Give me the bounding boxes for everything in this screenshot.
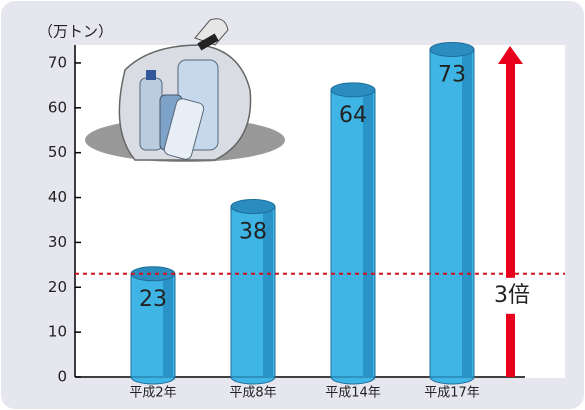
bar-top	[230, 199, 276, 215]
y-tick-label: 0	[57, 368, 67, 386]
y-tick-label: 20	[48, 278, 67, 296]
bar-shade	[163, 273, 173, 377]
bar-shade	[462, 49, 472, 378]
value-label: 38	[239, 220, 267, 245]
x-tick-label: 平成8年	[229, 386, 276, 401]
bar-shade	[263, 206, 273, 377]
x-tick-label: 平成14年	[325, 386, 381, 401]
bar-top	[130, 266, 176, 282]
bar-base	[330, 376, 376, 385]
value-label: 73	[438, 62, 466, 87]
y-unit-label: （万トン）	[38, 23, 113, 41]
arrow-shaft	[506, 62, 515, 377]
bar-shade	[363, 89, 373, 377]
bar-top	[429, 41, 475, 57]
annotation-bg	[492, 277, 532, 314]
y-tick-label: 50	[48, 143, 67, 161]
bottles-illustration	[85, 18, 285, 162]
arrow-head	[498, 46, 523, 64]
value-label: 23	[139, 287, 167, 312]
y-tick-label: 60	[48, 98, 67, 116]
bar-base	[429, 376, 475, 385]
y-tick-label: 10	[48, 323, 67, 341]
y-tick-label: 40	[48, 188, 67, 206]
bar-top	[330, 82, 376, 98]
bar-base	[130, 376, 176, 385]
value-label: 64	[339, 103, 367, 128]
x-tick-label: 平成17年	[424, 386, 480, 401]
annotation: 3倍	[494, 283, 530, 308]
y-tick-label: 30	[48, 233, 67, 251]
y-tick-label: 70	[48, 53, 67, 71]
bar-base	[230, 376, 276, 385]
x-tick-label: 平成2年	[129, 386, 176, 401]
